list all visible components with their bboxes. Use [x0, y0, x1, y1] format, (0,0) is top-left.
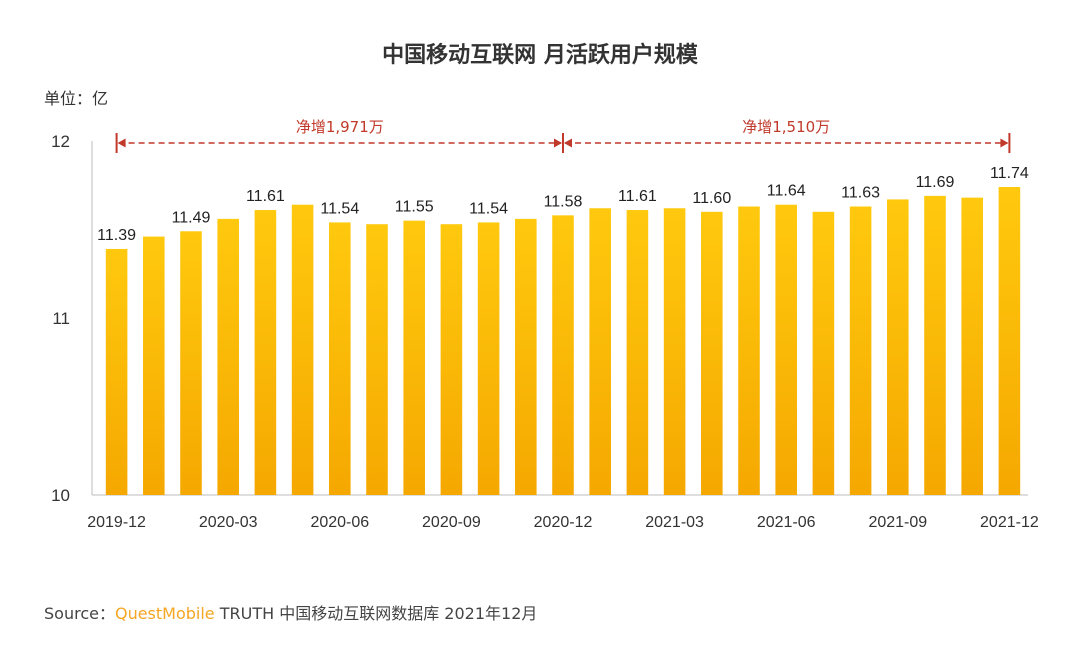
data-label: 11.54 [320, 200, 359, 217]
bar [366, 224, 388, 495]
bar [887, 199, 909, 495]
arrowhead-left-icon [117, 138, 126, 148]
bar [291, 204, 314, 495]
bar [180, 231, 202, 495]
axis-layer: 10 11 12 [51, 132, 1028, 505]
bar [589, 208, 611, 495]
bar [552, 215, 574, 495]
annotations-layer: 净增1,971万 净增1,510万 [115, 118, 1011, 153]
bar [998, 187, 1021, 495]
bar [626, 210, 649, 495]
data-label: 11.63 [841, 184, 880, 201]
bar [924, 195, 946, 495]
source-note: Source：QuestMobile TRUTH 中国移动互联网数据库 2021… [44, 604, 537, 623]
x-tick-label: 2019-12 [87, 514, 146, 531]
x-tick-labels-layer: 2019-12 2020-03 2020-06 2020-09 2020-12 2021-… [87, 514, 1039, 531]
data-label: 11.64 [767, 183, 806, 200]
data-label: 11.39 [97, 227, 136, 244]
x-tick-label: 2021-12 [980, 514, 1039, 531]
source-brand: QuestMobile [115, 604, 215, 623]
bar [440, 224, 463, 495]
bar [701, 211, 723, 496]
bar [217, 218, 239, 495]
data-label: 11.49 [172, 209, 211, 226]
bar [403, 220, 425, 495]
x-tick-label: 2020-12 [534, 514, 593, 531]
data-label: 11.69 [916, 174, 955, 191]
x-tick-label: 2020-03 [199, 514, 258, 531]
arrowhead-left-icon [564, 138, 572, 148]
x-tick-label: 2021-03 [645, 514, 704, 531]
annotation-label: 净增1,971万 [296, 118, 384, 136]
bar [812, 211, 835, 496]
arrowhead-right-icon [1000, 138, 1009, 148]
bars-layer [105, 187, 1021, 496]
source-rest: TRUTH 中国移动互联网数据库 2021年12月 [215, 604, 538, 623]
bar [663, 208, 686, 495]
y-tick-label: 10 [51, 486, 70, 505]
bar [515, 218, 537, 495]
data-label: 11.54 [469, 200, 508, 217]
x-tick-label: 2021-06 [757, 514, 816, 531]
bar [477, 222, 500, 496]
source-prefix: Source： [44, 604, 115, 623]
bar [143, 236, 165, 495]
data-label: 11.60 [692, 190, 731, 207]
x-tick-label: 2020-06 [310, 514, 369, 531]
annotation-label: 净增1,510万 [742, 118, 830, 136]
bar [775, 204, 797, 495]
data-label: 11.74 [990, 165, 1029, 182]
chart-title: 中国移动互联网 月活跃用户规模 [382, 42, 699, 68]
data-label: 11.61 [618, 188, 657, 205]
data-label: 11.55 [395, 199, 434, 216]
range-annotation: 净增1,510万 [562, 118, 1011, 153]
bar [961, 197, 983, 495]
data-labels-layer: 11.39 11.49 11.61 11.54 11.55 11.54 11.58 11.61… [97, 165, 1029, 244]
arrowhead-right-icon [554, 138, 562, 148]
bar [738, 206, 760, 496]
bar [105, 248, 128, 495]
x-tick-label: 2021-09 [868, 514, 927, 531]
bar [849, 206, 872, 496]
x-tick-label: 2020-09 [422, 514, 481, 531]
bar [329, 222, 351, 496]
y-tick-label: 11 [52, 309, 70, 328]
y-tick-label: 12 [51, 132, 70, 151]
range-annotation: 净增1,971万 [115, 118, 564, 153]
unit-label: 单位：亿 [44, 89, 108, 108]
bar [254, 210, 277, 495]
data-label: 11.58 [544, 193, 583, 210]
data-label: 11.61 [246, 188, 285, 205]
